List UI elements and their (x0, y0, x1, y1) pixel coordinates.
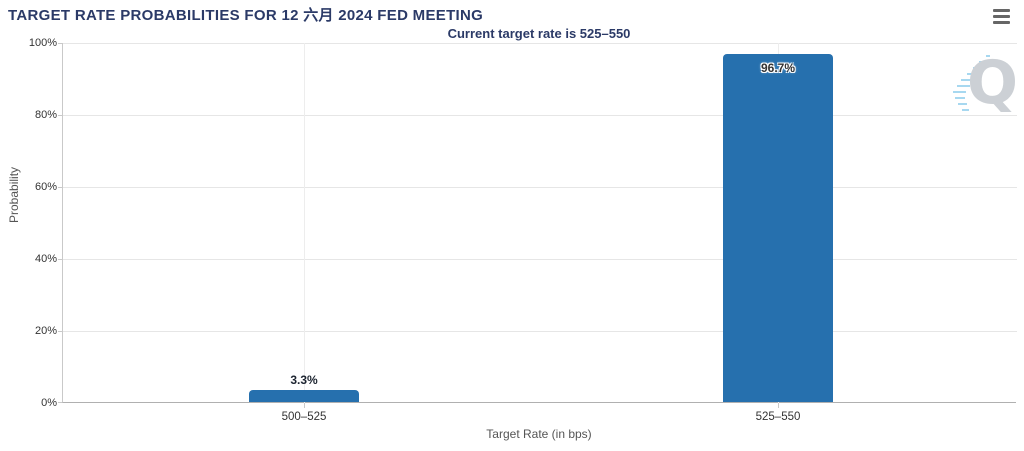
y-tick-label: 20% (34, 325, 57, 337)
y-tick (58, 187, 62, 188)
y-tick-label: 80% (34, 109, 57, 121)
hamburger-icon (993, 15, 1010, 18)
gridline-60pct (63, 187, 1017, 188)
chart-context-menu-button[interactable] (993, 9, 1010, 24)
bar-value-label: 96.7% (760, 60, 796, 75)
x-axis-title: Target Rate (in bps) (486, 427, 592, 441)
y-tick-label: 40% (34, 253, 57, 265)
gridline-40pct (63, 259, 1017, 260)
hamburger-icon (993, 21, 1010, 24)
chart-title: TARGET RATE PROBABILITIES FOR 12 六月 2024… (8, 7, 484, 24)
y-tick (58, 43, 62, 44)
x-tick-label: 525–550 (755, 411, 801, 423)
y-tick (58, 331, 62, 332)
y-tick-label: 60% (34, 181, 57, 193)
y-tick-label: 0% (41, 397, 57, 409)
y-tick (58, 115, 62, 116)
bar-525-550[interactable]: 96.7% (723, 53, 833, 402)
plot-area: 100% 80% 60% 40% 20% 0% 3.3% 96.7% 500–5… (29, 37, 1017, 423)
gridline-20pct (63, 331, 1017, 332)
gridline-category-1 (304, 43, 305, 403)
x-tick (304, 403, 305, 408)
x-tick (778, 403, 779, 408)
bar-500-525[interactable]: 3.3% (249, 373, 359, 402)
gridline-80pct (63, 115, 1017, 116)
y-tick (58, 402, 62, 403)
bar-value-label: 3.3% (290, 373, 318, 388)
hamburger-icon (993, 9, 1010, 12)
y-tick (58, 259, 62, 260)
gridline-100pct (63, 43, 1017, 44)
chart-subtitle: Current target rate is 525–550 (447, 26, 631, 41)
x-tick-label: 500–525 (281, 411, 327, 423)
y-tick-label: 100% (28, 37, 57, 49)
